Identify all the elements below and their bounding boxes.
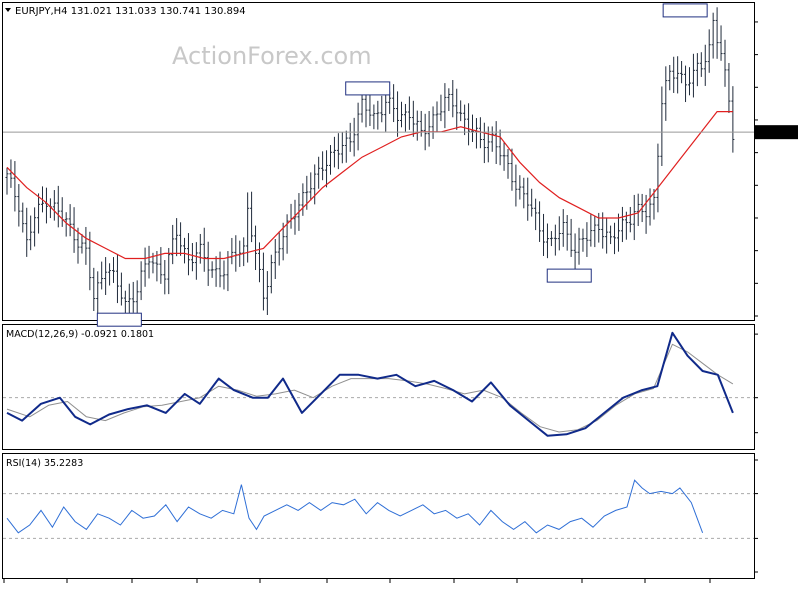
macd-panel-frame [2, 324, 755, 450]
annotation-box [546, 268, 592, 283]
macd-lines [6, 331, 734, 437]
price-annotations [96, 3, 708, 327]
price-candles [5, 7, 735, 319]
current-price [3, 125, 798, 140]
annotation-box [662, 3, 708, 18]
rsi-line [6, 479, 704, 534]
moving-average [6, 111, 733, 260]
moving-average-line [6, 111, 733, 260]
price-panel-frame [2, 2, 755, 321]
rsi-panel-frame [2, 453, 755, 579]
dropdown-triangle-icon[interactable] [5, 8, 11, 12]
watermark: ActionForex.com [172, 42, 372, 70]
annotation-box [345, 81, 391, 96]
time-axis [3, 578, 711, 583]
price-y-axis [754, 21, 758, 317]
annotation-box [96, 312, 142, 327]
ohlc-header: EURJPY,H4 131.021 131.033 130.741 130.89… [15, 6, 246, 17]
current-price-badge [755, 125, 798, 140]
rsi-title: RSI(14) 35.2283 [6, 458, 83, 469]
rsi-lines [6, 479, 704, 534]
rsi-y-axis [3, 459, 758, 573]
macd-main-line [6, 331, 734, 437]
macd-title: MACD(12,26,9) -0.0921 0.1801 [6, 329, 154, 340]
